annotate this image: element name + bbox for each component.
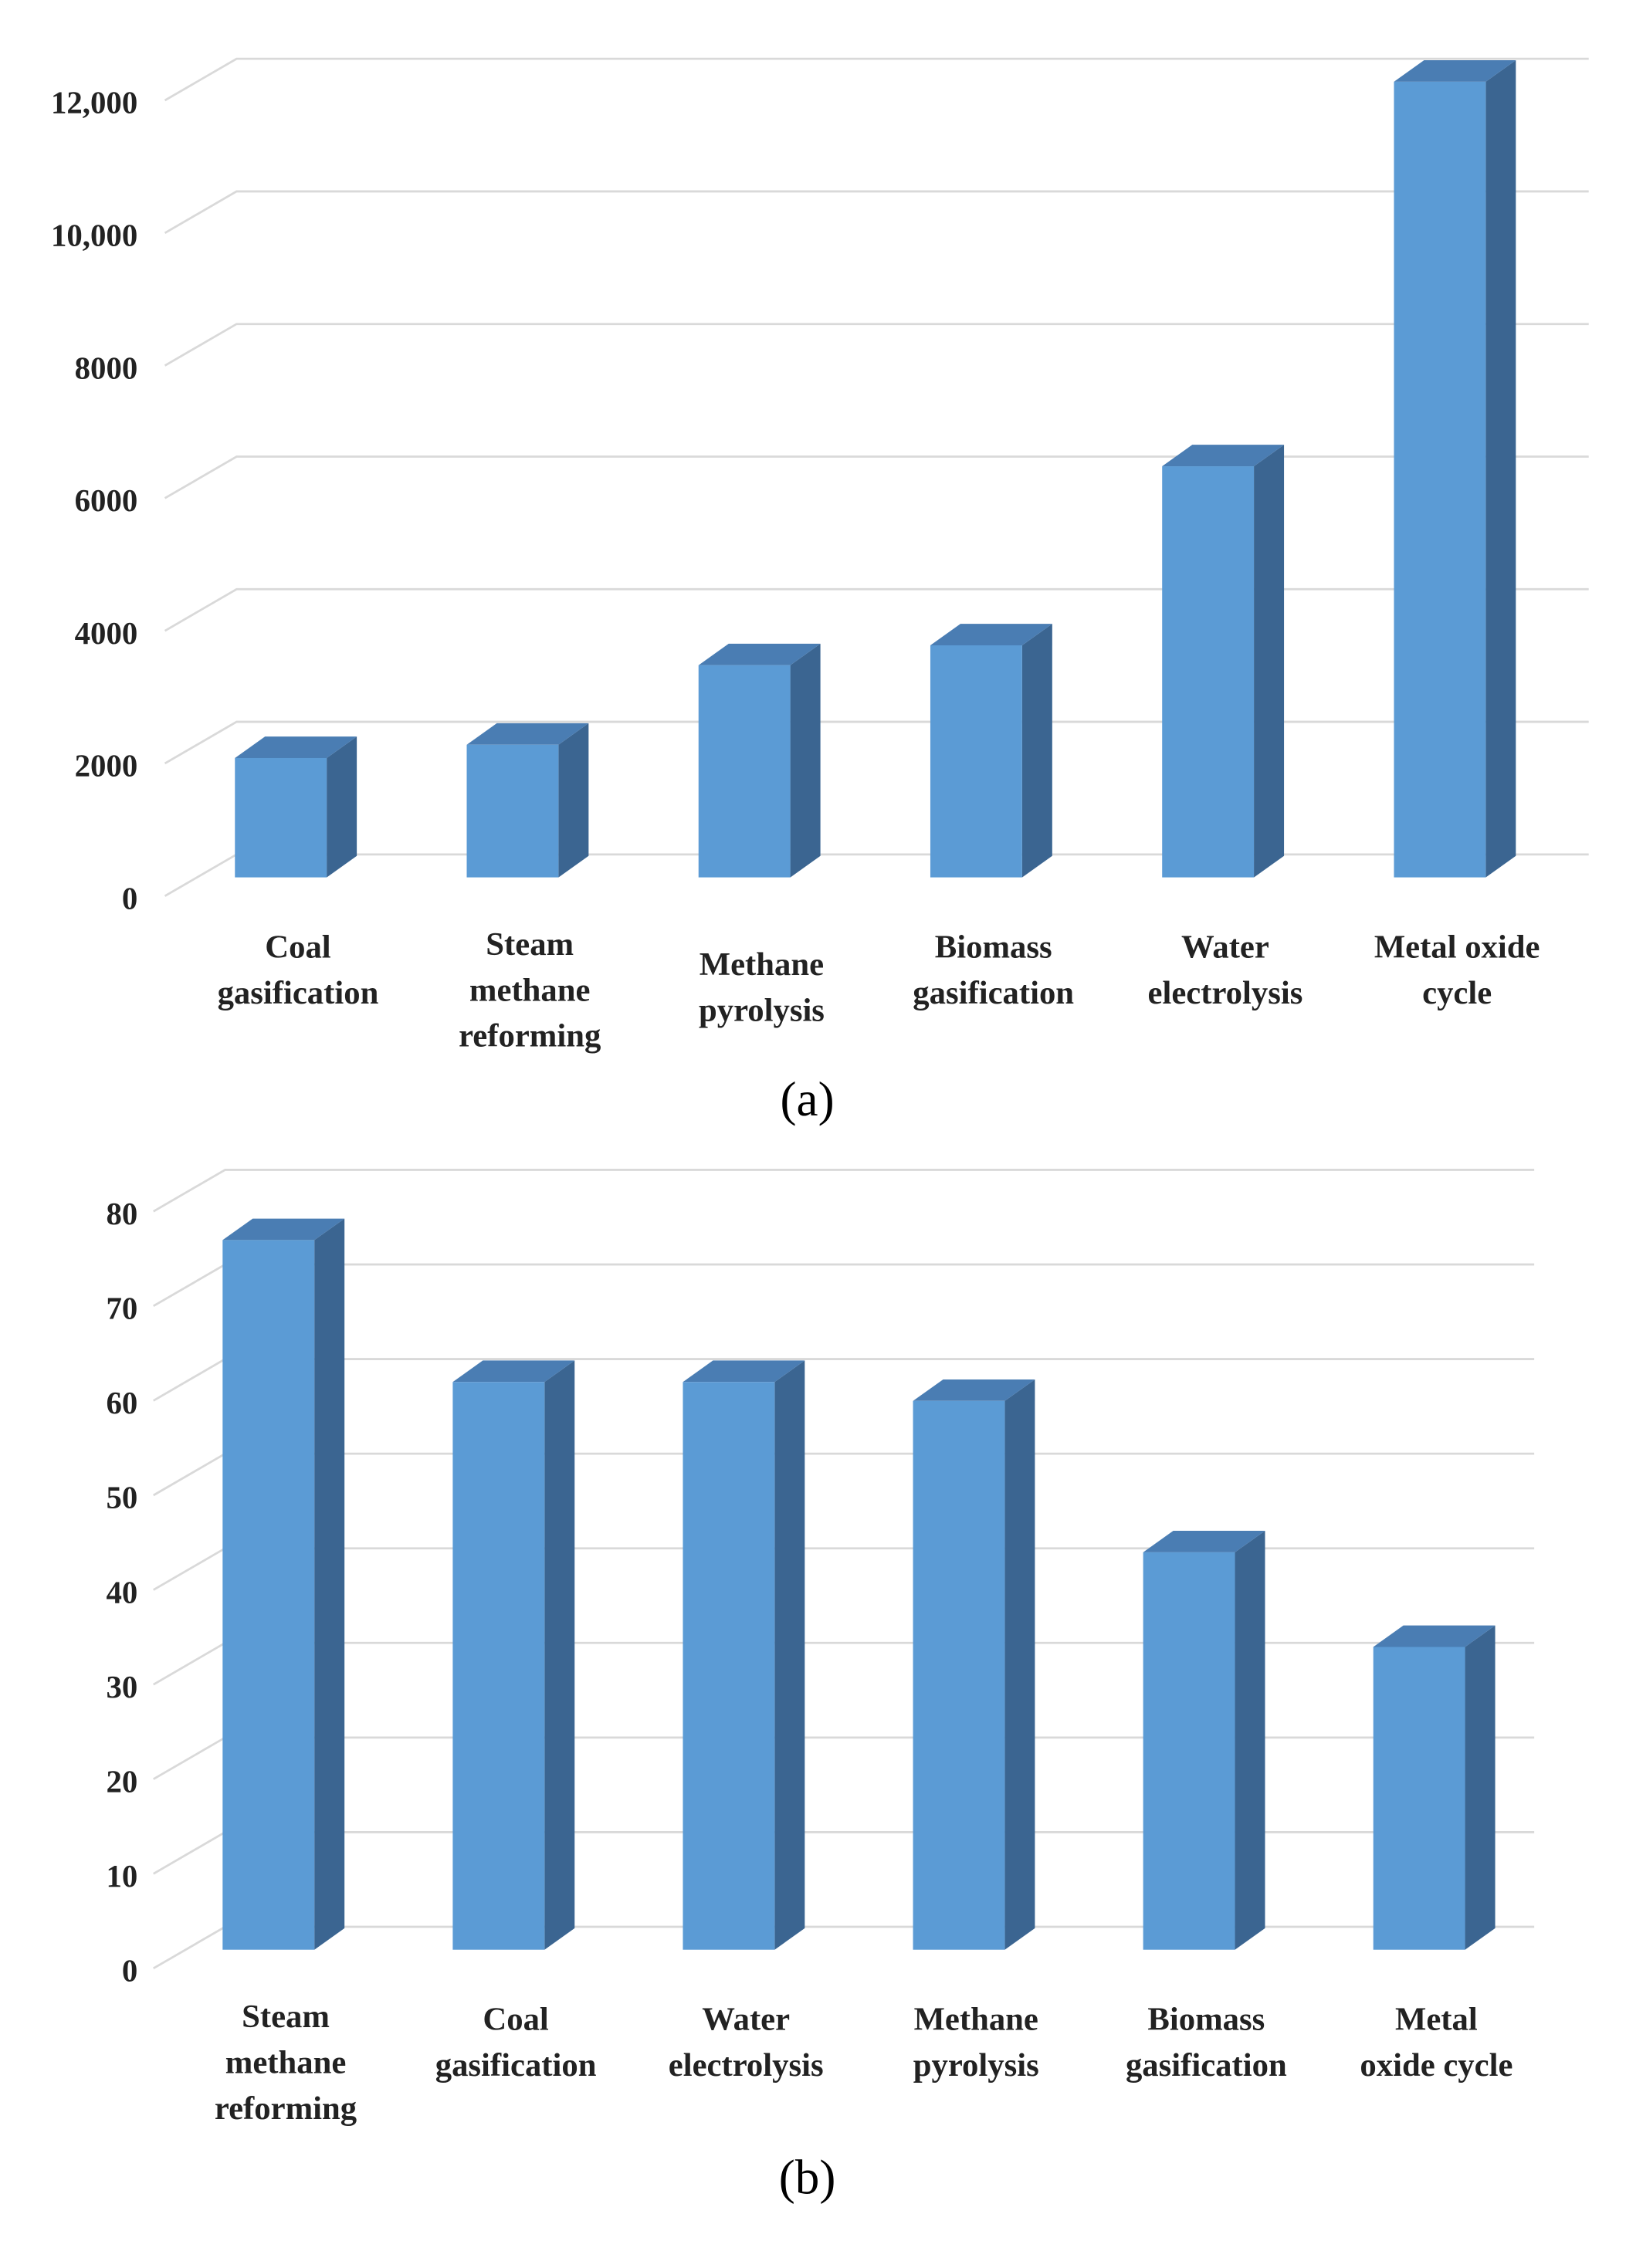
bar [1162,466,1255,878]
x-tick-label: Water [702,2002,790,2038]
x-tick-label: pyrolysis [913,2047,1039,2084]
bar-top [683,1360,805,1383]
bar-top [698,643,821,665]
x-tick-label: electrolysis [1148,975,1303,1011]
y-tick-label: 10 [106,1859,137,1894]
bar-top [1162,445,1285,467]
grid-line [153,1547,1535,1591]
bar-side [1235,1531,1265,1950]
bar-side [1485,60,1516,878]
bar [683,1382,775,1950]
bar-side [774,1360,805,1950]
grid-line [164,853,1589,897]
x-tick-label: Metal oxide [1374,929,1540,966]
bar-side [790,643,821,878]
grid-line [164,323,1589,367]
y-tick-label: 12,000 [51,86,137,120]
y-tick-label: 8000 [75,350,138,385]
x-tick-label: Biomass [1147,2002,1265,2038]
bar [452,1382,545,1950]
bar-top [222,1218,345,1241]
bar [1143,1552,1235,1950]
bar-side [1021,624,1052,878]
x-tick-label: gasification [913,975,1074,1011]
x-tick-label: reforming [459,1018,601,1054]
grid-line [164,190,1589,234]
bar-side [327,736,357,878]
x-tick-label: oxide cycle [1360,2047,1513,2084]
bar-side [558,723,589,878]
bar [1373,1647,1465,1950]
x-tick-label: methane [225,2044,347,2080]
y-tick-label: 20 [106,1764,137,1799]
grid-line [153,1736,1535,1780]
grid-line [164,455,1589,499]
y-tick-label: 0 [122,1954,137,1989]
y-tick-label: 50 [106,1481,137,1515]
bar [913,1400,1005,1950]
bar-side [314,1218,345,1950]
bar [235,757,327,878]
bar [222,1240,315,1950]
bar-side [1004,1379,1035,1950]
bar-side [1465,1625,1496,1950]
y-tick-label: 70 [106,1291,137,1326]
bar-top [466,723,589,745]
x-tick-label: electrolysis [669,2047,824,2084]
bar-side [1254,445,1285,878]
y-tick-label: 40 [106,1575,137,1610]
grid-line [153,1452,1535,1497]
x-tick-label: Metal [1395,2002,1478,2038]
bar-top [1394,60,1516,82]
x-tick-label: Steam [486,926,574,963]
y-tick-label: 60 [106,1386,137,1420]
grid-line [164,57,1589,102]
x-tick-label: Methane [700,946,824,983]
y-tick-label: 4000 [75,616,138,651]
x-tick-label: Methane [914,2002,1038,2038]
grid-line [153,1925,1535,1970]
y-tick-label: 80 [106,1197,137,1231]
x-tick-label: Coal [483,2002,549,2038]
x-tick-label: reforming [215,2090,357,2127]
bar-top [452,1360,575,1383]
y-tick-label: 30 [106,1670,137,1704]
x-tick-label: gasification [218,975,379,1011]
bar-top [913,1379,1035,1401]
bar [930,645,1022,878]
x-tick-label: Biomass [935,929,1052,966]
grid-line [164,587,1589,632]
grid-line [153,1641,1535,1686]
x-tick-label: gasification [435,2047,597,2084]
y-tick-label: 2000 [75,749,138,784]
x-tick-label: methane [469,972,591,1008]
grid-line [153,1169,1535,1213]
bar-top [1143,1531,1265,1552]
y-tick-label: 10,000 [51,218,137,253]
grid-line [164,720,1589,765]
bar-top [930,624,1052,645]
y-tick-label: 0 [122,881,137,916]
x-tick-label: gasification [1126,2047,1287,2084]
bar-top [235,736,357,758]
y-tick-label: 6000 [75,483,138,518]
x-tick-label: cycle [1422,975,1492,1011]
caption: (b) [779,2150,836,2204]
x-tick-label: pyrolysis [699,992,825,1028]
x-tick-label: Steam [242,1999,330,2035]
caption: (a) [781,1072,835,1126]
bar [466,744,559,878]
bar-side [544,1360,575,1950]
grid-line [153,1831,1535,1875]
grid-line [153,1358,1535,1402]
bar [698,665,791,878]
x-tick-label: Coal [265,929,331,966]
bar-top [1373,1625,1496,1647]
x-tick-label: Water [1181,929,1269,966]
bar [1394,81,1486,878]
grid-line [153,1263,1535,1308]
